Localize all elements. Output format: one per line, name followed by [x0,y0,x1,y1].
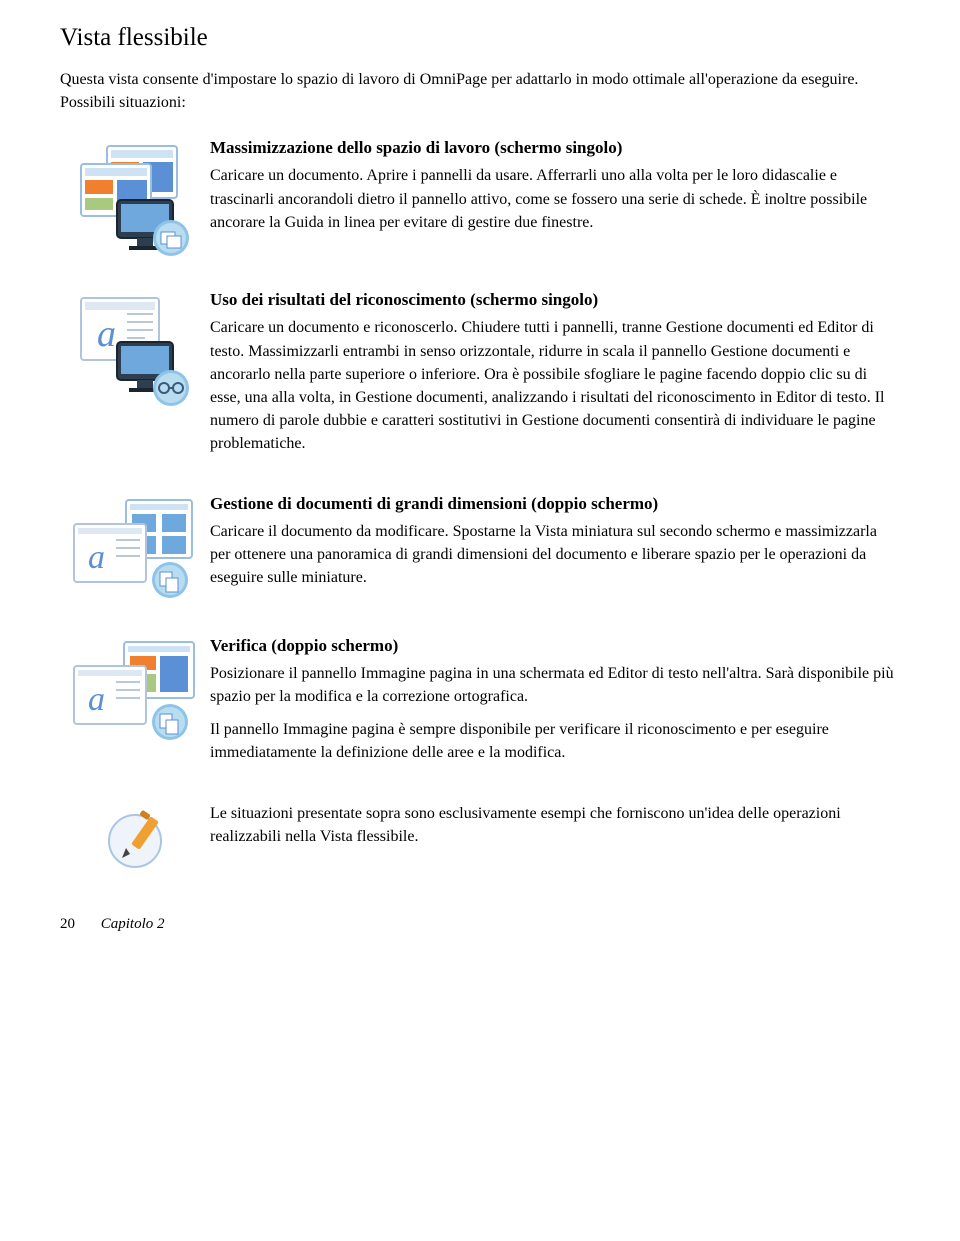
section-heading: Uso dei risultati del riconoscimento (sc… [210,290,900,310]
section-body: Caricare il documento da modificare. Spo… [210,520,900,590]
svg-text:a: a [97,313,116,355]
chapter-label: Capitolo 2 [101,916,165,932]
closing-note: Le situazioni presentate sopra sono escl… [210,802,900,848]
section-maximize-workspace: Massimizzazione dello spazio di lavoro (… [60,138,900,262]
section-recognition-results: a Uso dei risultati del riconoscimento (… [60,290,900,465]
section-note: Le situazioni presentate sopra sono escl… [60,802,900,876]
text-column: Uso dei risultati del riconoscimento (sc… [210,290,900,465]
pencil-note-icon [100,806,170,876]
icon-column [60,802,210,876]
svg-text:a: a [88,681,105,718]
section-body: Caricare un documento e riconoscerlo. Ch… [210,316,900,455]
text-column: Gestione di documenti di grandi dimensio… [210,494,900,600]
icon-column: a [60,636,210,750]
section-body: Caricare un documento. Aprire i pannelli… [210,164,900,234]
section-body: Posizionare il pannello Immagine pagina … [210,662,900,708]
text-column: Massimizzazione dello spazio di lavoro (… [210,138,900,244]
page-footer: 20 Capitolo 2 [60,916,900,933]
section-heading: Gestione di documenti di grandi dimensio… [210,494,900,514]
section-verification: a Verifica (doppio schermo) Posizionare … [60,636,900,775]
section-heading: Verifica (doppio schermo) [210,636,900,656]
page-number: 20 [60,916,75,932]
text-column: Le situazioni presentate sopra sono escl… [210,802,900,858]
dual-thumbnails-icon: a [70,498,200,608]
dual-panels-icon: a [70,640,200,750]
panels-monitor-icon [75,142,195,262]
section-large-documents: a Gestione di documenti di grandi dimens… [60,494,900,608]
icon-column [60,138,210,262]
intro-paragraph: Questa vista consente d'impostare lo spa… [60,68,900,114]
icon-column: a [60,494,210,608]
editor-monitor-icon: a [75,294,195,414]
svg-text:a: a [88,539,105,576]
section-body-2: Il pannello Immagine pagina è sempre dis… [210,718,900,764]
section-heading: Massimizzazione dello spazio di lavoro (… [210,138,900,158]
text-column: Verifica (doppio schermo) Posizionare il… [210,636,900,775]
document-page: Vista flessibile Questa vista consente d… [0,0,960,963]
icon-column: a [60,290,210,414]
page-title: Vista flessibile [60,24,900,52]
